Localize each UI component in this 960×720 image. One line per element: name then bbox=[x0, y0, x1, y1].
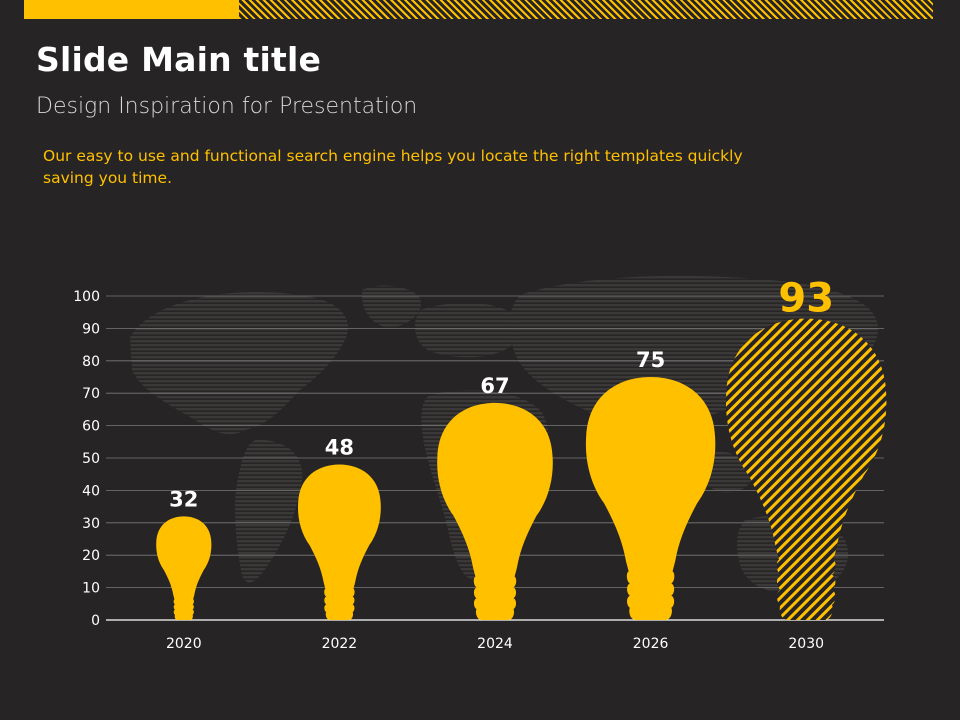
slide-title: Slide Main title bbox=[36, 40, 322, 79]
y-tick-label: 60 bbox=[82, 419, 100, 435]
data-label-2026: 75 bbox=[636, 348, 665, 372]
bulb-bar-2026 bbox=[585, 377, 716, 620]
x-tick-label: 2030 bbox=[788, 636, 824, 652]
y-tick-label: 30 bbox=[82, 516, 100, 532]
data-label-2024: 67 bbox=[480, 374, 509, 398]
y-tick-label: 0 bbox=[91, 613, 100, 629]
bulb-bar-2020 bbox=[156, 516, 212, 620]
y-axis: 0 10 20 30 40 50 60 70 80 90 100 bbox=[73, 289, 100, 629]
x-tick-label: 2024 bbox=[477, 636, 513, 652]
bulb-bar-2022 bbox=[297, 464, 381, 620]
y-tick-label: 20 bbox=[82, 548, 100, 564]
bulb-bar-2024 bbox=[437, 402, 553, 620]
y-tick-label: 40 bbox=[82, 483, 100, 499]
data-label-2030: 93 bbox=[778, 276, 834, 322]
y-tick-label: 70 bbox=[82, 386, 100, 402]
x-tick-label: 2026 bbox=[633, 636, 669, 652]
y-tick-label: 90 bbox=[82, 321, 100, 337]
data-label-2020: 32 bbox=[169, 487, 198, 511]
x-tick-label: 2020 bbox=[166, 636, 202, 652]
header-accent-bar bbox=[24, 0, 239, 19]
bulb-bars: 32 48 67 75 93 bbox=[156, 276, 887, 620]
y-tick-label: 10 bbox=[82, 581, 100, 597]
data-label-2022: 48 bbox=[325, 435, 354, 459]
y-tick-label: 100 bbox=[73, 289, 100, 305]
bulb-bar-2030 bbox=[725, 318, 887, 620]
x-axis: 2020 2022 2024 2026 2030 bbox=[166, 636, 824, 652]
y-tick-label: 80 bbox=[82, 354, 100, 370]
header-hatched-bar bbox=[239, 0, 933, 19]
slide-description: Our easy to use and functional search en… bbox=[43, 147, 743, 187]
slide-subtitle: Design Inspiration for Presentation bbox=[36, 94, 418, 119]
x-tick-label: 2022 bbox=[322, 636, 358, 652]
y-tick-label: 50 bbox=[82, 451, 100, 467]
